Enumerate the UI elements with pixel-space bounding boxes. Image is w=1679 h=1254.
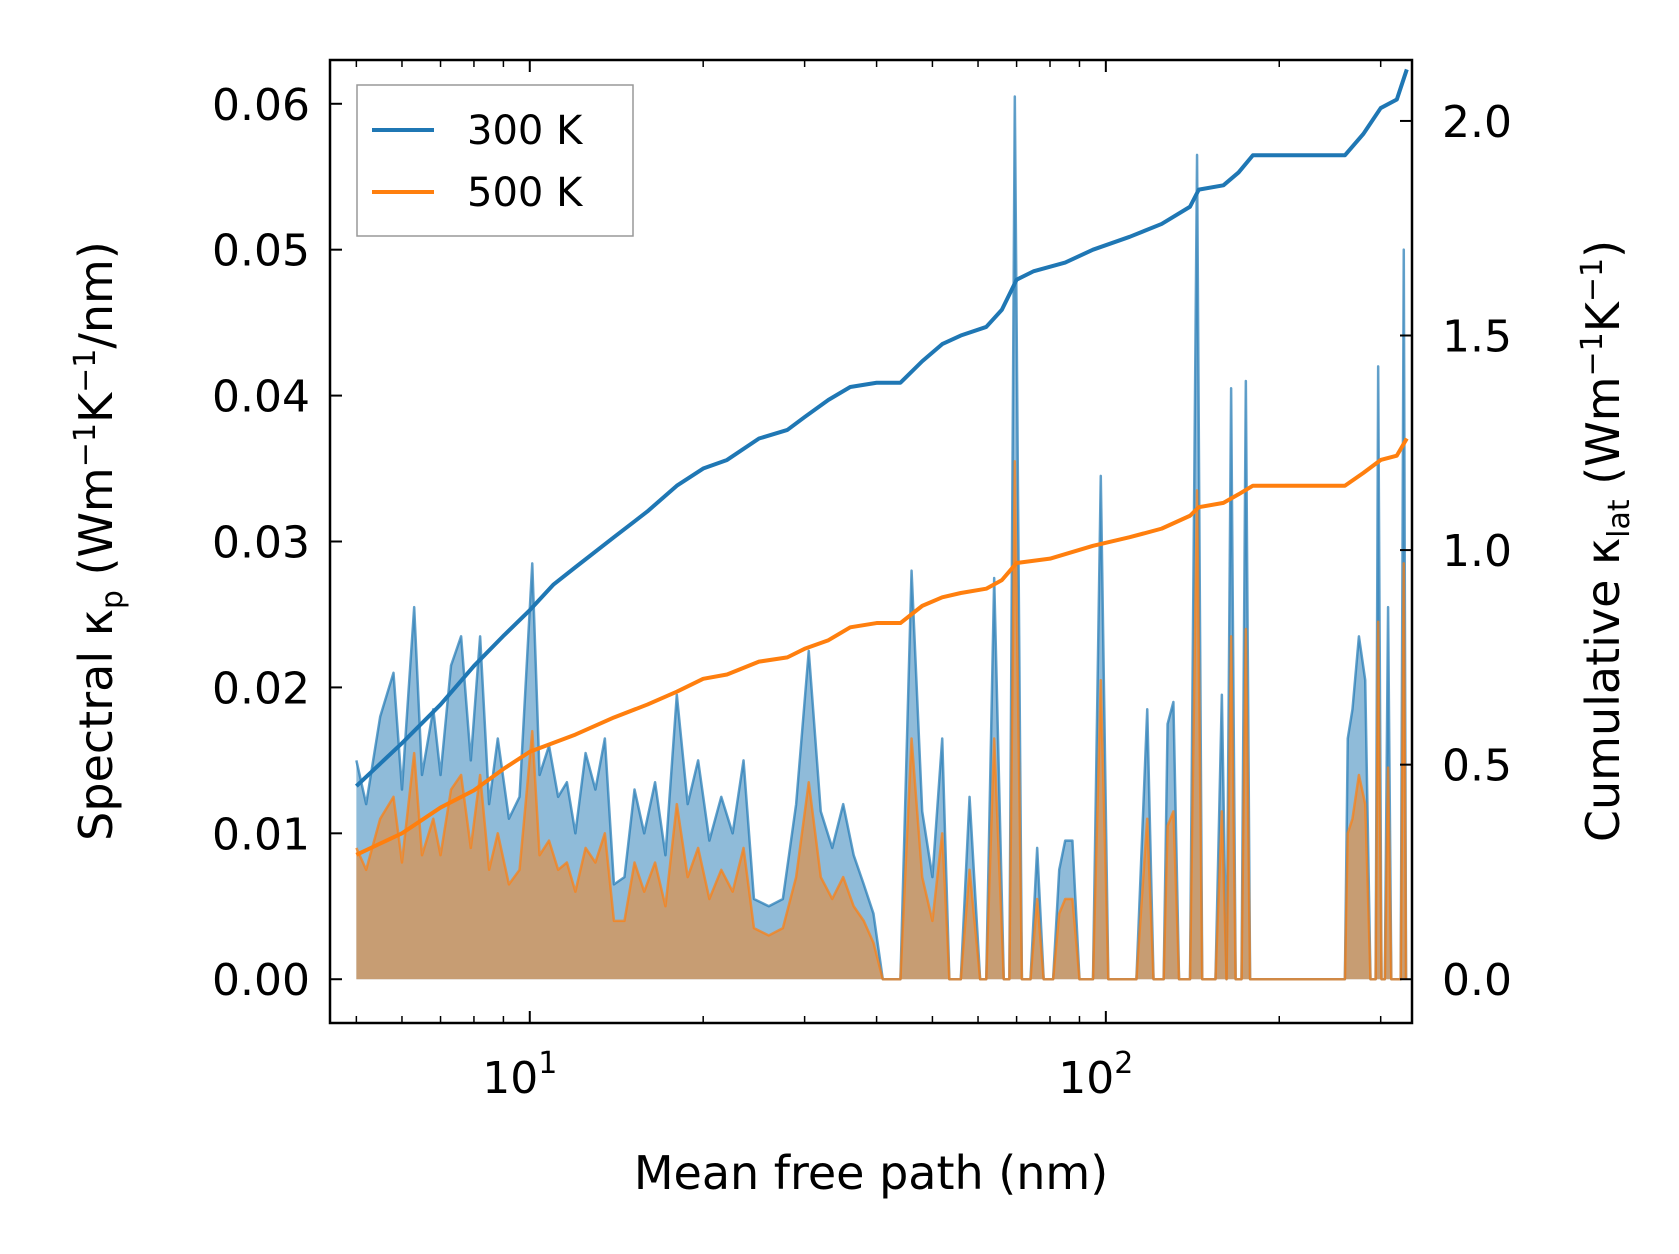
y-right-label-unit-open: (Wm (1576, 376, 1630, 499)
y-right-tick-label: 0.5 (1442, 741, 1512, 792)
y-axis-label-right: Cumulative κlat (Wm−1K−1) (1575, 240, 1637, 842)
y-left-tick-label: 0.04 (212, 372, 310, 423)
series-layer (354, 68, 1409, 981)
x-tick-base: 10 (1058, 1053, 1114, 1104)
x-tick-exponent: 1 (538, 1046, 557, 1081)
y-right-label-sup1: −1 (1575, 332, 1610, 376)
y-right-tick-label: 1.5 (1442, 312, 1512, 363)
y-right-label-sub: lat (1602, 499, 1637, 538)
y-left-label-sup1: −1 (68, 423, 103, 467)
y-right-tick-label: 1.0 (1442, 526, 1512, 577)
legend-label-300k: 300 K (467, 108, 584, 154)
y-right-label-unit-mid: K (1576, 300, 1630, 332)
legend-label-500k: 500 K (467, 170, 584, 216)
ticks-layer: 101 1020.000.010.020.030.040.050.060.00.5… (212, 60, 1512, 1104)
y-right-label-main: Cumulative κ (1576, 538, 1630, 842)
x-tick-exponent: 2 (1114, 1046, 1133, 1081)
y-right-label-sup2: −1 (1575, 258, 1610, 302)
y-left-label-sub: p (95, 590, 130, 609)
series-line-300-k-cumulative (354, 68, 1409, 788)
y-left-label-main: Spectral κ (69, 609, 123, 841)
y-left-tick-label: 0.01 (212, 809, 310, 860)
legend-box (356, 84, 634, 237)
series-fill-500-k-spectral (356, 461, 1407, 980)
y-left-tick-label: 0.00 (212, 955, 310, 1006)
y-left-label-unit-close: /nm) (69, 241, 123, 348)
series-line-500-k-spectral (355, 460, 1408, 981)
x-axis-label: Mean free path (nm) (634, 1146, 1108, 1200)
x-tick-label: 101 (482, 1046, 557, 1104)
y-left-tick-label: 0.05 (212, 226, 310, 277)
y-left-tick-label: 0.06 (212, 80, 310, 131)
y-right-tick-label: 2.0 (1442, 97, 1512, 148)
y-left-label-sup2: −1 (68, 349, 103, 393)
x-tick-base: 10 (482, 1053, 538, 1104)
y-left-tick-label: 0.03 (212, 518, 310, 569)
series-line-500-k-cumulative (355, 437, 1409, 857)
x-tick-label: 102 (1058, 1046, 1133, 1104)
y-left-label-unit-open: (Wm (69, 467, 123, 590)
y-right-tick-label: 0.0 (1442, 955, 1512, 1006)
y-left-tick-label: 0.02 (212, 663, 310, 714)
legend: 300 K 500 K (356, 84, 634, 237)
y-axis-label-left: Spectral κp (Wm−1K−1/nm) (68, 241, 130, 841)
y-left-label-unit-mid: K (69, 391, 123, 423)
y-right-label-unit-close: ) (1576, 240, 1630, 258)
